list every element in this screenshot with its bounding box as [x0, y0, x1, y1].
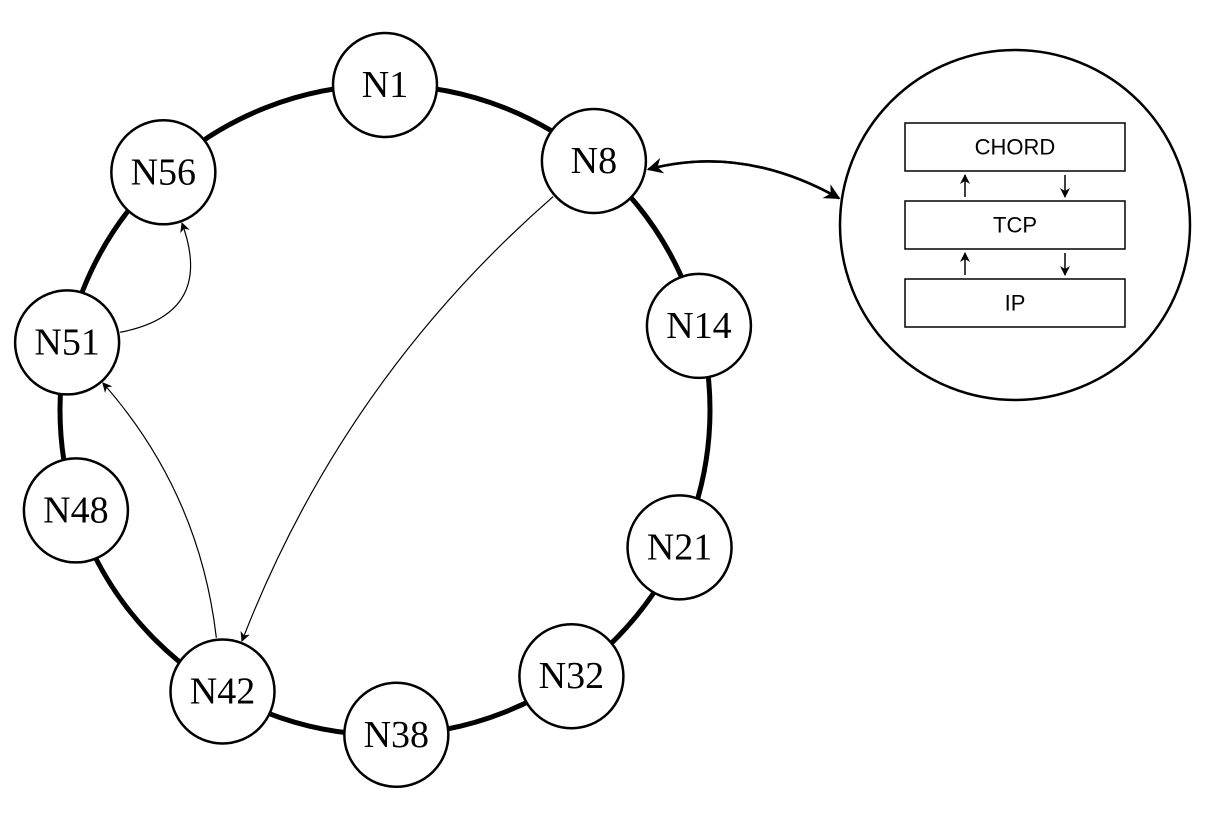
stack-label: CHORD — [975, 135, 1056, 160]
ring-node-n1: N1 — [333, 33, 437, 137]
ring-node-n56: N56 — [111, 120, 215, 224]
ring-node-label: N56 — [131, 151, 196, 193]
ring-node-label: N48 — [43, 489, 108, 531]
ring-node-label: N32 — [539, 655, 604, 697]
ring-node-label: N38 — [364, 714, 429, 756]
ring-node-label: N51 — [34, 321, 99, 363]
ring-node-n32: N32 — [519, 624, 623, 728]
ring-node-n21: N21 — [628, 495, 732, 599]
ring-node-label: N21 — [647, 526, 712, 568]
ring-node-label: N1 — [362, 64, 408, 106]
ring-node-n38: N38 — [344, 683, 448, 787]
ring-node-label: N14 — [666, 305, 731, 347]
ring-node-label: N42 — [190, 670, 255, 712]
ring-node-n51: N51 — [15, 290, 119, 394]
ring-node-n42: N42 — [171, 639, 275, 743]
stack-label: TCP — [993, 213, 1037, 238]
ring-node-n14: N14 — [647, 274, 751, 378]
stack-label: IP — [1005, 291, 1026, 316]
ring-node-label: N8 — [571, 140, 617, 182]
ring-node-n8: N8 — [542, 109, 646, 213]
ring-node-n48: N48 — [24, 458, 128, 562]
